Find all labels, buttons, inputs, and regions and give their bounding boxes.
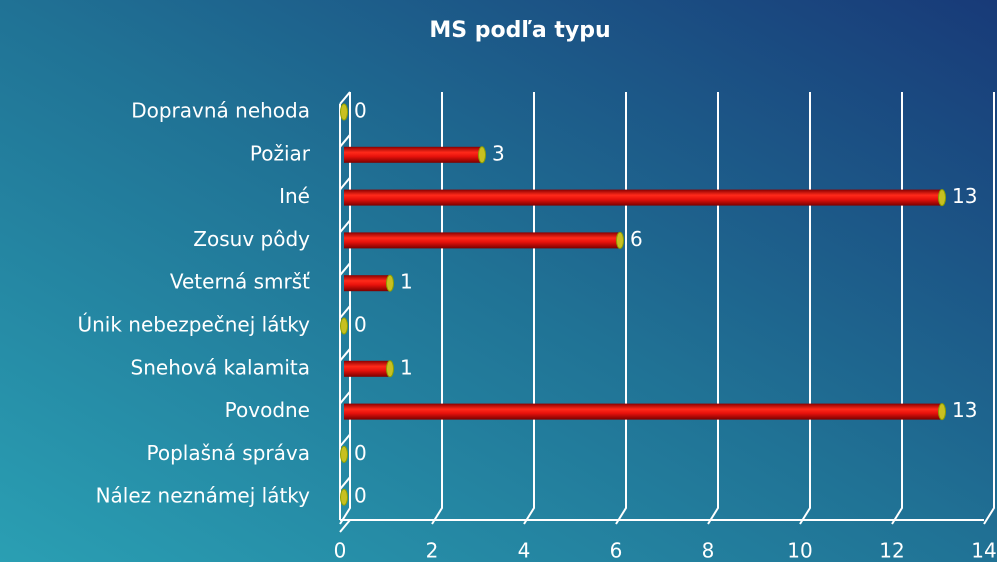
wall-tick: [339, 348, 351, 362]
bar: [340, 317, 348, 335]
grid-line: [339, 92, 351, 525]
wall-tick: [339, 176, 351, 191]
data-label: 0: [354, 484, 367, 508]
grid-line: [707, 92, 719, 525]
grid-line: [891, 92, 903, 525]
x-tick-label: 6: [610, 539, 623, 562]
wall-tick: [339, 305, 351, 319]
chart-title: MS podľa typu: [429, 18, 610, 43]
bar: [344, 274, 394, 292]
bar: [344, 360, 394, 378]
bar-cap: [340, 488, 348, 506]
y-tick-label: Povodne: [225, 398, 310, 422]
data-label: 0: [354, 313, 367, 337]
bar: [340, 488, 348, 506]
bar-cap: [386, 274, 394, 292]
y-tick-label: Zosuv pôdy: [193, 227, 310, 251]
data-label: 0: [354, 99, 367, 123]
data-label: 3: [492, 141, 505, 165]
bar-cap: [478, 146, 486, 164]
bar-cap: [340, 317, 348, 335]
bar-cap: [616, 231, 624, 249]
x-tick-label: 0: [334, 539, 347, 562]
grid-line: [431, 92, 443, 525]
y-tick-label: Snehová kalamita: [131, 355, 310, 379]
bar-body: [344, 232, 620, 249]
y-tick-label: Poplašná správa: [147, 441, 311, 465]
bar-cap: [340, 103, 348, 121]
wall-tick: [339, 262, 351, 276]
bar: [344, 231, 624, 249]
wall-tick: [339, 433, 351, 448]
grid-line: [523, 92, 535, 525]
data-label: 6: [630, 227, 643, 251]
bar-cap: [386, 360, 394, 378]
wall-tick: [339, 134, 351, 148]
x-tick-label: 10: [787, 539, 812, 562]
x-tick-label: 4: [518, 539, 531, 562]
y-tick-label: Iné: [279, 184, 310, 208]
x-tick-label: 12: [879, 539, 904, 562]
data-label: 0: [354, 441, 367, 465]
y-tick-label: Veterná smršť: [170, 270, 310, 294]
bar: [344, 146, 486, 164]
bar: [344, 403, 946, 421]
x-tick-label: 2: [426, 539, 439, 562]
wall-tick: [339, 219, 351, 234]
y-tick-label: Požiar: [250, 141, 311, 165]
wall-tick: [339, 476, 351, 490]
bar-cap: [938, 403, 946, 421]
bar-body: [344, 146, 482, 163]
y-tick-label: Únik nebezpečnej látky: [77, 313, 310, 337]
wall-tick: [339, 91, 351, 105]
bar-body: [344, 360, 390, 377]
y-tick-label: Nález neznámej látky: [96, 484, 311, 508]
bar-body: [344, 275, 390, 292]
data-label: 1: [400, 270, 413, 294]
x-tick-label: 14: [971, 539, 996, 562]
bar: [344, 189, 946, 207]
grid-line: [799, 92, 811, 525]
data-label: 13: [952, 398, 977, 422]
data-label: 1: [400, 355, 413, 379]
x-tick-label: 8: [702, 539, 715, 562]
bar: [340, 103, 348, 121]
data-label: 13: [952, 184, 977, 208]
bar-cap: [938, 189, 946, 207]
bar-body: [344, 403, 942, 420]
y-tick-label: Dopravná nehoda: [131, 99, 310, 123]
bar-cap: [340, 445, 348, 463]
bar-body: [344, 189, 942, 206]
grid-line: [615, 92, 627, 525]
bar: [340, 445, 348, 463]
wall-tick: [339, 390, 351, 405]
grid-line: [983, 92, 995, 525]
wall-tick: [339, 519, 351, 533]
